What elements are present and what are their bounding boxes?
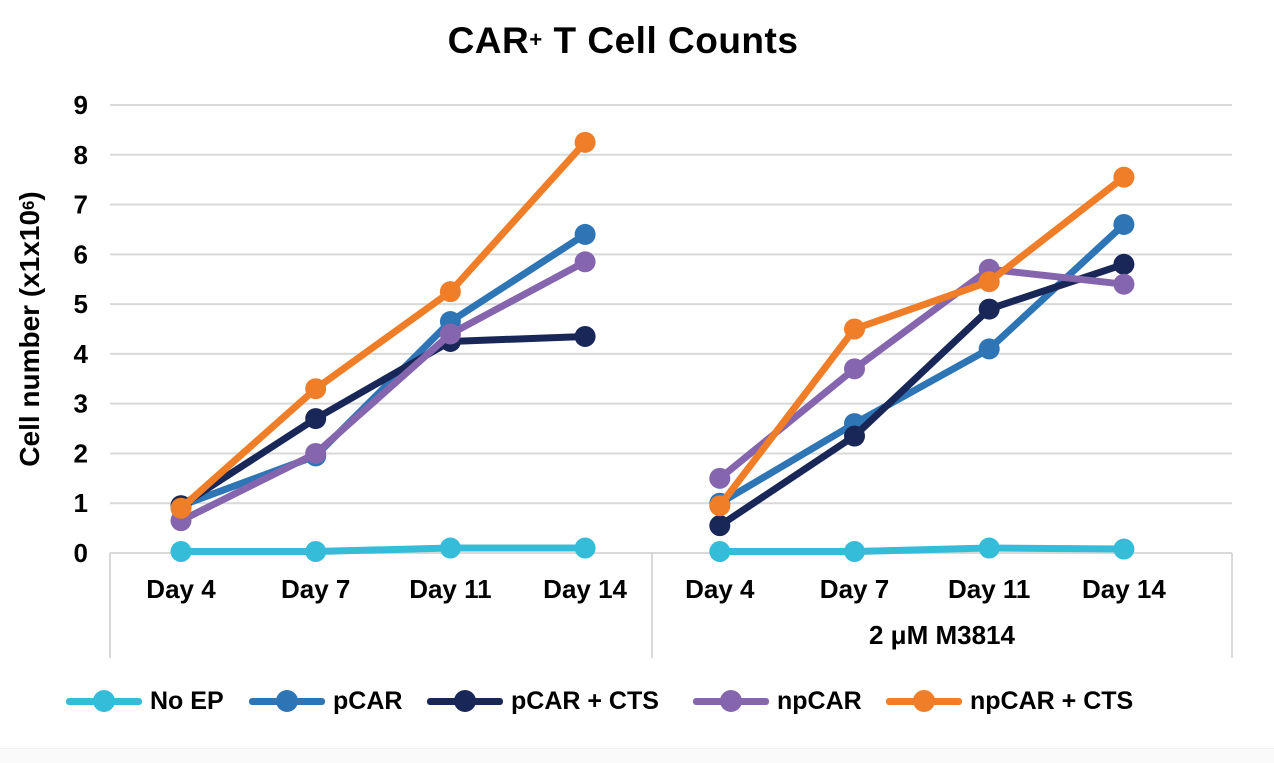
- series-line-npcar-cts: [716, 173, 1128, 510]
- data-point-marker-pcar-cts: [1113, 253, 1135, 275]
- panel-group-label: 2 μM M3814: [869, 620, 1016, 650]
- data-point-marker-npcar-cts: [574, 131, 596, 153]
- x-axis-category-label: Day 4: [146, 574, 216, 604]
- legend-dot-swatch: [276, 690, 298, 712]
- legend-label: npCAR: [777, 686, 862, 715]
- legend-dot-swatch: [93, 690, 115, 712]
- data-point-marker-pcar-cts: [978, 298, 1000, 320]
- data-point-marker-no-ep: [305, 541, 327, 563]
- y-axis-tick-label: 8: [74, 140, 88, 170]
- data-point-marker-no-ep: [844, 541, 865, 563]
- footer-strip: [0, 748, 1274, 763]
- data-point-marker-pcar-cts: [574, 325, 596, 347]
- y-axis-tick-label: 6: [74, 239, 88, 269]
- chart-title-superscript: +: [529, 27, 543, 52]
- data-point-marker-pcar: [978, 338, 1000, 360]
- x-axis-category-label: Day 7: [281, 574, 350, 604]
- series-line-npcar: [716, 265, 1128, 482]
- series-line-npcar: [177, 258, 589, 525]
- data-point-marker-npcar: [844, 358, 865, 380]
- series-line-no-ep: [177, 544, 589, 556]
- data-point-marker-npcar-cts: [439, 281, 461, 303]
- legend-dot-swatch: [913, 690, 935, 712]
- data-point-marker-npcar-cts: [1113, 166, 1135, 188]
- legend-label: No EP: [150, 686, 224, 715]
- legend-label: pCAR + CTS: [511, 686, 659, 715]
- series-line-pcar-cts: [716, 260, 1128, 530]
- series-line-pcar: [716, 220, 1128, 507]
- legend-marker-icon: [249, 690, 325, 712]
- y-axis-tick-label: 2: [74, 438, 88, 468]
- y-axis-tick-label: 1: [74, 488, 88, 518]
- data-point-marker-no-ep: [439, 537, 461, 559]
- legend-dot-swatch: [454, 690, 476, 712]
- data-point-marker-pcar-cts: [305, 408, 327, 430]
- x-axis-category-label: Day 11: [409, 574, 491, 604]
- data-point-marker-no-ep: [170, 541, 192, 563]
- x-axis-category-label: Day 4: [685, 574, 755, 604]
- data-point-marker-npcar-cts: [978, 271, 1000, 293]
- data-point-marker-npcar-cts: [305, 378, 327, 400]
- data-point-marker-pcar: [574, 223, 596, 245]
- series-line-pcar: [177, 230, 589, 510]
- y-axis-tick-label: 0: [74, 538, 88, 568]
- legend-marker-icon: [886, 690, 962, 712]
- x-axis-category-label: Day 7: [820, 574, 889, 604]
- chart-title-text-rest: T Cell Counts: [542, 20, 799, 61]
- data-point-marker-pcar-cts: [844, 425, 865, 447]
- data-point-marker-npcar-cts: [170, 497, 192, 519]
- series-line-no-ep: [716, 544, 1128, 556]
- x-axis-category-label: Day 14: [1082, 574, 1166, 604]
- data-point-marker-npcar: [709, 467, 731, 489]
- y-axis-tick-label: 7: [74, 190, 88, 220]
- data-point-marker-no-ep: [574, 537, 596, 559]
- data-point-marker-no-ep: [978, 537, 1000, 559]
- chart-title: CAR+ T Cell Counts: [0, 20, 1246, 62]
- chart-legend: No EP pCAR pCAR + CTS npCAR npCAR + CTS: [0, 684, 1274, 720]
- data-point-marker-npcar-cts: [709, 495, 731, 517]
- legend-item-no-ep: No EP: [66, 684, 224, 718]
- legend-item-npcar: npCAR: [693, 684, 862, 718]
- legend-item-npcar-cts: npCAR + CTS: [886, 684, 1133, 718]
- legend-marker-icon: [693, 690, 769, 712]
- y-axis-tick-label: 3: [74, 389, 88, 419]
- data-point-marker-pcar: [1113, 213, 1135, 235]
- legend-dot-swatch: [720, 690, 742, 712]
- data-point-marker-npcar: [574, 251, 596, 273]
- data-point-marker-no-ep: [1113, 538, 1135, 560]
- data-point-marker-npcar-cts: [844, 318, 865, 340]
- series-line-npcar-cts: [177, 138, 589, 512]
- data-point-marker-no-ep: [709, 541, 731, 563]
- data-point-marker-npcar: [439, 323, 461, 345]
- legend-label: npCAR + CTS: [970, 686, 1134, 715]
- chart-title-text: CAR: [447, 20, 530, 61]
- y-axis-tick-label: 4: [74, 339, 89, 369]
- legend-item-pcar-cts: pCAR + CTS: [427, 684, 659, 718]
- legend-label: pCAR: [333, 686, 403, 715]
- x-axis-category-label: Day 11: [948, 574, 1030, 604]
- legend-marker-icon: [66, 690, 142, 712]
- x-axis-category-label: Day 14: [543, 574, 627, 604]
- data-point-marker-npcar: [1113, 273, 1135, 295]
- legend-marker-icon: [427, 690, 503, 712]
- y-axis-tick-label: 5: [74, 289, 88, 319]
- series-line-pcar-cts: [177, 332, 589, 510]
- data-point-marker-npcar: [305, 442, 327, 464]
- legend-item-pcar: pCAR: [249, 684, 402, 718]
- y-axis-tick-label: 9: [74, 90, 88, 120]
- data-point-marker-pcar-cts: [709, 515, 731, 537]
